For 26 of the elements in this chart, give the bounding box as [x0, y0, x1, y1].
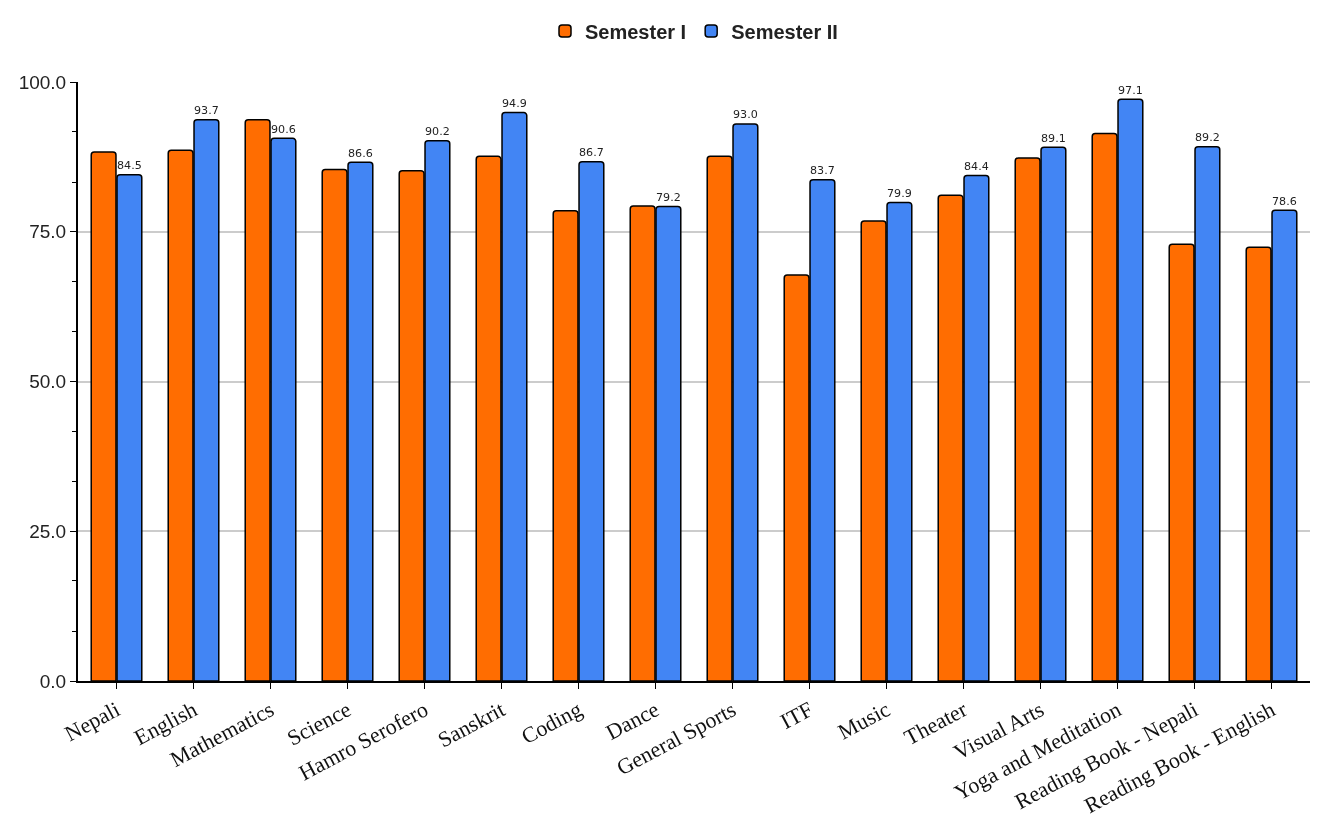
- data-label: 86.6: [348, 146, 373, 160]
- data-label: 93.0: [733, 108, 758, 122]
- data-label: 90.2: [425, 125, 450, 139]
- y-tick-label: 50.0: [29, 371, 67, 393]
- data-label: 84.4: [964, 159, 989, 173]
- data-label: 79.9: [887, 186, 912, 200]
- y-tick-label: 0.0: [39, 670, 67, 692]
- y-tick-label: 100.0: [18, 71, 67, 93]
- y-tick-label: 75.0: [29, 221, 67, 243]
- data-label: 83.7: [810, 164, 835, 178]
- x-tick-label: Coding: [517, 696, 587, 749]
- x-tick-label: ITF: [776, 696, 818, 735]
- data-label: 90.6: [271, 122, 296, 136]
- data-label: 94.9: [502, 97, 527, 111]
- data-label: 89.1: [1041, 131, 1066, 145]
- data-label: 97.1: [1118, 83, 1143, 97]
- data-label: 89.2: [1195, 131, 1220, 145]
- legend-label: Semester I: [585, 20, 687, 43]
- x-tick-label: Music: [833, 696, 895, 745]
- data-label: 84.5: [117, 159, 142, 173]
- data-label: 86.7: [579, 146, 604, 160]
- legend-label: Semester II: [731, 20, 838, 43]
- data-label: 78.6: [1272, 194, 1297, 208]
- y-tick-label: 25.0: [29, 520, 67, 542]
- data-label: 93.7: [194, 104, 219, 118]
- data-label: 79.2: [656, 191, 681, 205]
